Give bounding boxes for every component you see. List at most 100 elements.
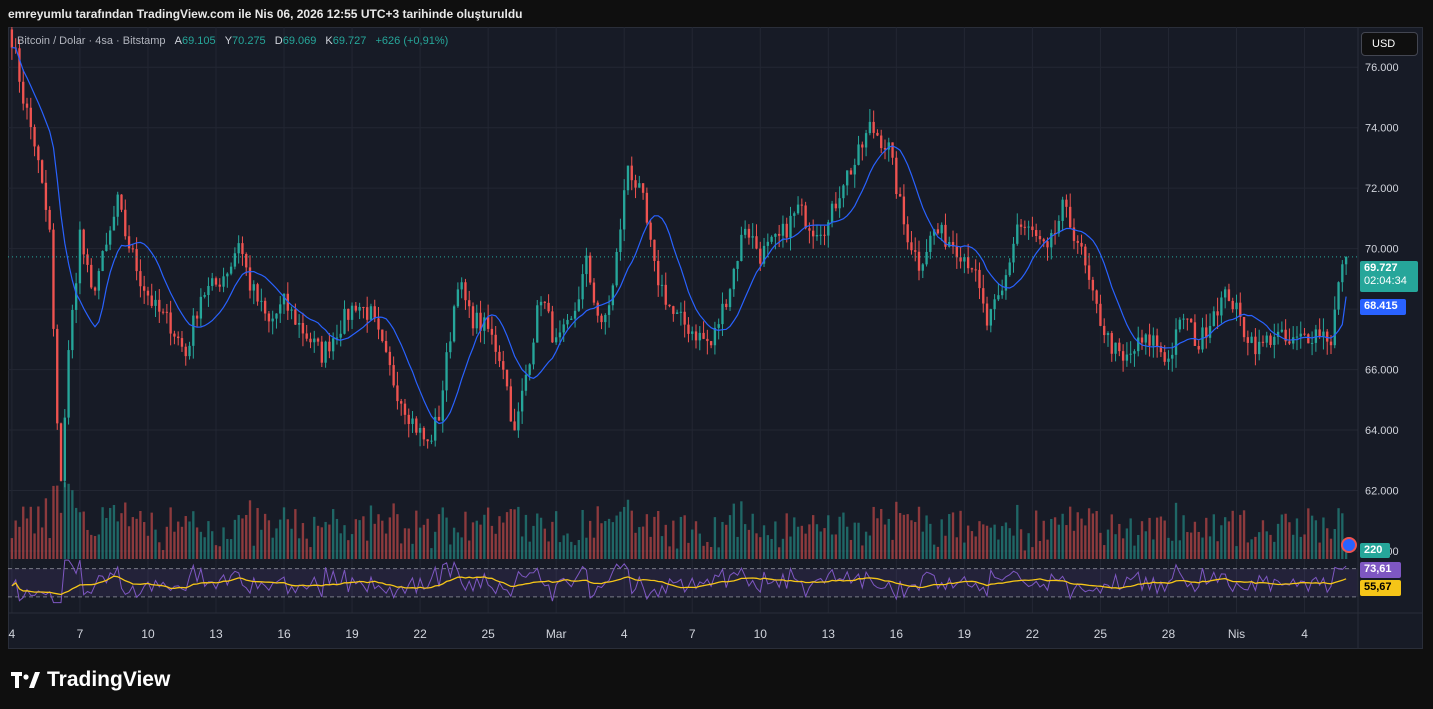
- volume-bar: [759, 537, 762, 559]
- candle-body: [388, 351, 392, 366]
- volume-bar: [71, 490, 74, 559]
- volume-bar: [921, 531, 924, 559]
- volume-bar: [951, 512, 955, 559]
- volume-bar: [177, 521, 180, 559]
- candle-body: [1329, 341, 1333, 346]
- volume-bar: [362, 516, 365, 559]
- candle-body: [770, 236, 773, 242]
- volume-bar: [388, 517, 392, 559]
- candle-body: [1288, 341, 1291, 344]
- candle-body: [362, 307, 365, 309]
- currency-button[interactable]: USD: [1361, 32, 1418, 56]
- candle-body: [562, 324, 565, 333]
- volume-bar: [895, 501, 898, 559]
- volume-bar: [245, 514, 248, 559]
- candle-body: [1163, 352, 1166, 362]
- candle-body: [237, 243, 240, 254]
- volume-bar: [1220, 525, 1223, 559]
- volume-bar: [407, 528, 410, 559]
- volume-bar: [857, 522, 860, 559]
- candle-body: [842, 185, 845, 199]
- volume-bar: [263, 513, 267, 559]
- candle-body: [993, 299, 996, 310]
- candle-body: [483, 317, 486, 331]
- volume-bar: [619, 511, 622, 559]
- candle-body: [226, 273, 229, 277]
- candle-body: [275, 313, 278, 319]
- rsi-ma-value-tag: 55,67: [1360, 580, 1401, 596]
- volume-bar: [90, 534, 93, 559]
- volume-bar: [1326, 528, 1329, 559]
- candle-body: [1178, 319, 1181, 330]
- volume-bar: [1333, 528, 1336, 559]
- volume-bar: [184, 516, 187, 559]
- volume-bar: [18, 526, 21, 559]
- time-tick-label: 7: [689, 627, 696, 641]
- volume-bar: [1337, 508, 1340, 559]
- candle-body: [475, 312, 478, 329]
- candle-body: [78, 229, 82, 284]
- candle-body: [354, 305, 358, 311]
- candle-body: [449, 341, 452, 353]
- chart-canvas[interactable]: 76.00074.00072.00070.00068.00066.00064.0…: [8, 27, 1423, 649]
- volume-bar: [846, 526, 849, 559]
- candle-body: [1133, 351, 1136, 354]
- volume-bar: [67, 483, 70, 559]
- indicator-globe-icon[interactable]: [1341, 537, 1357, 553]
- candle-body: [1031, 226, 1034, 231]
- volume-bar: [29, 506, 32, 559]
- volume-bar: [993, 524, 996, 559]
- volume-bar: [1295, 518, 1299, 559]
- volume-bar: [1284, 513, 1287, 559]
- volume-bar: [101, 507, 104, 559]
- price-tick-label: 64.000: [1365, 425, 1399, 437]
- candle-body: [951, 242, 955, 247]
- candle-body: [320, 341, 323, 363]
- candle-body: [56, 328, 59, 424]
- candle-body: [1280, 329, 1284, 332]
- candle-body: [434, 416, 437, 441]
- volume-bar: [271, 537, 274, 559]
- volume-bar: [366, 540, 369, 559]
- volume-bar: [672, 520, 675, 559]
- volume-bar: [1197, 531, 1200, 559]
- time-tick-label: 7: [77, 627, 84, 641]
- candle-body: [554, 337, 558, 343]
- candle-body: [74, 283, 78, 310]
- volume-bar: [437, 514, 441, 559]
- moving-average-line: [11, 47, 1347, 425]
- candle-body: [97, 271, 100, 291]
- volume-bar: [645, 514, 649, 559]
- candle-body: [263, 300, 267, 314]
- volume-bar: [237, 515, 240, 559]
- candle-body: [1254, 336, 1257, 355]
- candle-body: [252, 284, 255, 291]
- candle-body: [902, 196, 906, 225]
- candle-body: [607, 305, 611, 315]
- volume-bar: [657, 510, 660, 559]
- tradingview-logo[interactable]: TradingView: [11, 668, 170, 692]
- volume-bar: [143, 522, 146, 559]
- candle-body: [271, 318, 274, 322]
- volume-bar: [982, 524, 985, 559]
- volume-bar: [547, 541, 550, 559]
- candle-body: [90, 264, 93, 288]
- candle-body: [305, 333, 308, 339]
- candle-body: [328, 341, 331, 352]
- volume-bar: [513, 509, 516, 559]
- symbol-name[interactable]: Bitcoin / Dolar · 4sa · Bitstamp: [17, 35, 166, 47]
- candle-body: [290, 309, 293, 311]
- volume-bar: [910, 520, 913, 559]
- volume-bar: [1265, 531, 1268, 559]
- volume-bar: [940, 519, 943, 559]
- time-tick-label: 28: [1162, 627, 1176, 641]
- candle-body: [906, 224, 909, 243]
- volume-bar: [853, 522, 856, 559]
- candle-body: [932, 229, 936, 236]
- candle-body: [1016, 224, 1019, 244]
- candle-body: [698, 332, 701, 341]
- candle-body: [18, 48, 21, 82]
- candle-body: [146, 290, 150, 296]
- candle-body: [645, 192, 649, 223]
- time-tick-label: 10: [754, 627, 768, 641]
